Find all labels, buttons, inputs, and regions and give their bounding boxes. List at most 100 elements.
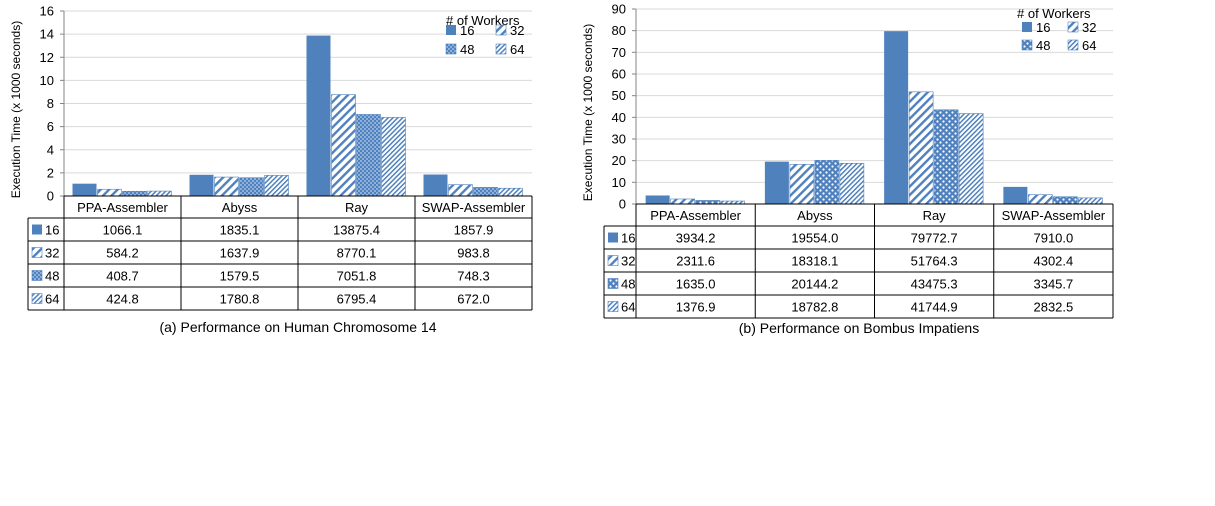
bar-abyss-16 — [189, 174, 214, 196]
legend-entry-label: 64 — [510, 42, 524, 57]
bar-abyss-32 — [214, 176, 239, 197]
legend: # of Workers 16 32 48 64 — [445, 13, 524, 57]
legend-swatch — [1067, 39, 1079, 51]
bar-abyss-64 — [839, 163, 865, 205]
x-category-label: Abyss — [222, 200, 258, 215]
bar-ray-48 — [356, 114, 381, 197]
bar-abyss-16 — [764, 161, 789, 204]
y-tick-label: 6 — [47, 119, 54, 134]
y-gridlines — [636, 8, 1113, 183]
table-cell: 2311.6 — [676, 254, 715, 269]
table-cell: 584.2 — [106, 246, 139, 261]
bar-abyss-32 — [789, 164, 815, 205]
table-cell: 1579.5 — [220, 269, 260, 284]
bar-abyss-48 — [814, 160, 840, 205]
x-category-label: SWAP-Assembler — [422, 200, 526, 215]
table-cell: 983.8 — [457, 246, 490, 261]
table-cell: 424.8 — [106, 292, 139, 307]
legend-swatch — [495, 24, 507, 36]
table-cell: 18782.8 — [791, 300, 838, 315]
x-category-label: PPA-Assembler — [77, 200, 168, 215]
table-legend-swatch — [32, 224, 42, 235]
y-tick-label: 80 — [612, 23, 626, 38]
table-cell: 1376.9 — [676, 300, 716, 315]
table-row-label: 64 — [45, 292, 59, 307]
y-axis: 0 10 20 30 40 50 60 70 80 90 — [612, 2, 637, 212]
legend-entry-label: 64 — [1082, 38, 1096, 53]
y-tick-label: 40 — [612, 110, 626, 125]
y-tick-label: 70 — [612, 45, 626, 60]
table-cell: 1066.1 — [103, 223, 143, 238]
legend-swatch — [445, 43, 457, 55]
bar-swap-assembler-48 — [473, 187, 498, 197]
bar-swap-assembler-32 — [1028, 194, 1053, 205]
bar-swap-assembler-64 — [1078, 197, 1103, 205]
table-cell: 20144.2 — [791, 277, 838, 292]
y-tick-label: 30 — [612, 132, 626, 147]
y-tick-label: 2 — [47, 165, 54, 180]
legend-swatch — [1022, 22, 1032, 32]
x-category-label: PPA-Assembler — [650, 208, 741, 223]
table-row-label: 48 — [621, 277, 635, 292]
table-cell: 4302.4 — [1033, 254, 1073, 269]
table-cell: 7910.0 — [1033, 231, 1073, 246]
x-category-label: Ray — [923, 208, 947, 223]
table-cell: 748.3 — [457, 269, 490, 284]
y-tick-label: 16 — [40, 4, 54, 19]
bar-series-group — [645, 31, 1103, 205]
table-cell: 408.7 — [106, 269, 139, 284]
y-tick-label: 90 — [612, 2, 626, 17]
table-cell: 18318.1 — [791, 254, 838, 269]
table-cell: 19554.0 — [791, 231, 838, 246]
bar-swap-assembler-48 — [1053, 196, 1078, 205]
bar-ppa-assembler-32 — [670, 198, 695, 205]
legend-title: # of Workers — [1017, 6, 1091, 21]
bar-ppa-assembler-16 — [645, 195, 670, 204]
bar-swap-assembler-16 — [423, 174, 448, 196]
legend-entry-label: 32 — [1082, 20, 1096, 35]
legend-entry-label: 48 — [460, 42, 474, 57]
table-cell: 79772.7 — [911, 231, 958, 246]
table-cell: 8770.1 — [337, 246, 377, 261]
table-legend-swatch — [31, 247, 43, 258]
table-cell: 1835.1 — [220, 223, 260, 238]
data-table: PPA-Assembler Abyss Ray SWAP-Assembler 16 106… — [27, 195, 533, 311]
y-tick-label: 20 — [612, 153, 626, 168]
y-axis: 0 2 4 6 8 10 12 14 16 — [40, 4, 65, 204]
chart-caption: (a) Performance on Human Chromosome 14 — [159, 319, 436, 335]
legend-entry-label: 48 — [1036, 38, 1050, 53]
bar-ppa-assembler-64 — [147, 190, 172, 197]
y-tick-label: 0 — [619, 197, 626, 212]
bar-ray-16 — [306, 35, 331, 196]
table-row-label: 16 — [621, 231, 635, 246]
bar-ray-48 — [933, 109, 959, 205]
y-axis-label: Execution Time (x 1000 seconds) — [581, 24, 595, 201]
table-cell: 13875.4 — [333, 223, 380, 238]
legend-entry-label: 32 — [510, 23, 524, 38]
legend-swatch — [495, 43, 507, 55]
data-table: PPA-Assembler Abyss Ray SWAP-Assembler 16 393… — [603, 203, 1114, 319]
bar-ppa-assembler-32 — [97, 188, 122, 197]
table-legend-swatch — [607, 255, 619, 266]
chart-caption: (b) Performance on Bombus Impatiens — [739, 320, 979, 336]
table-cell: 3934.2 — [676, 231, 716, 246]
x-category-label: SWAP-Assembler — [1002, 208, 1106, 223]
table-cell: 41744.9 — [911, 300, 958, 315]
y-tick-label: 12 — [40, 50, 54, 65]
table-row-label: 48 — [45, 269, 59, 284]
bar-ray-32 — [908, 91, 934, 205]
table-row-label: 32 — [621, 254, 635, 269]
bar-ppa-assembler-48 — [695, 200, 720, 205]
table-legend-swatch — [31, 293, 43, 304]
y-axis-label: Execution Time (x 1000 seconds) — [9, 21, 23, 198]
table-cell: 672.0 — [457, 292, 490, 307]
bar-ray-32 — [331, 94, 356, 197]
table-legend-swatch — [607, 278, 619, 289]
y-tick-label: 10 — [40, 73, 54, 88]
bar-ppa-assembler-16 — [72, 183, 97, 196]
bar-ray-64 — [381, 117, 406, 197]
y-tick-label: 8 — [47, 96, 54, 111]
bar-series-group — [72, 35, 523, 197]
x-category-label: Ray — [345, 200, 369, 215]
